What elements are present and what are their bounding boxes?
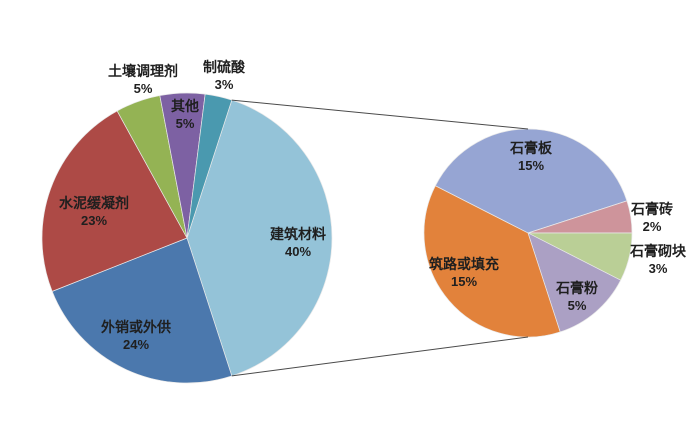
main-pie-slice-2 [41,110,188,292]
connector-line-bottom [231,336,529,377]
main-pie-slice-1 [51,237,233,384]
secondary-pie-slice-4 [423,185,561,338]
secondary-pie-slice-0 [434,128,628,234]
main-pie-slice-5 [186,93,233,239]
secondary-pie-slice-3 [527,232,622,333]
main-pie-slice-0 [186,99,333,377]
connector-line-top [231,99,529,130]
